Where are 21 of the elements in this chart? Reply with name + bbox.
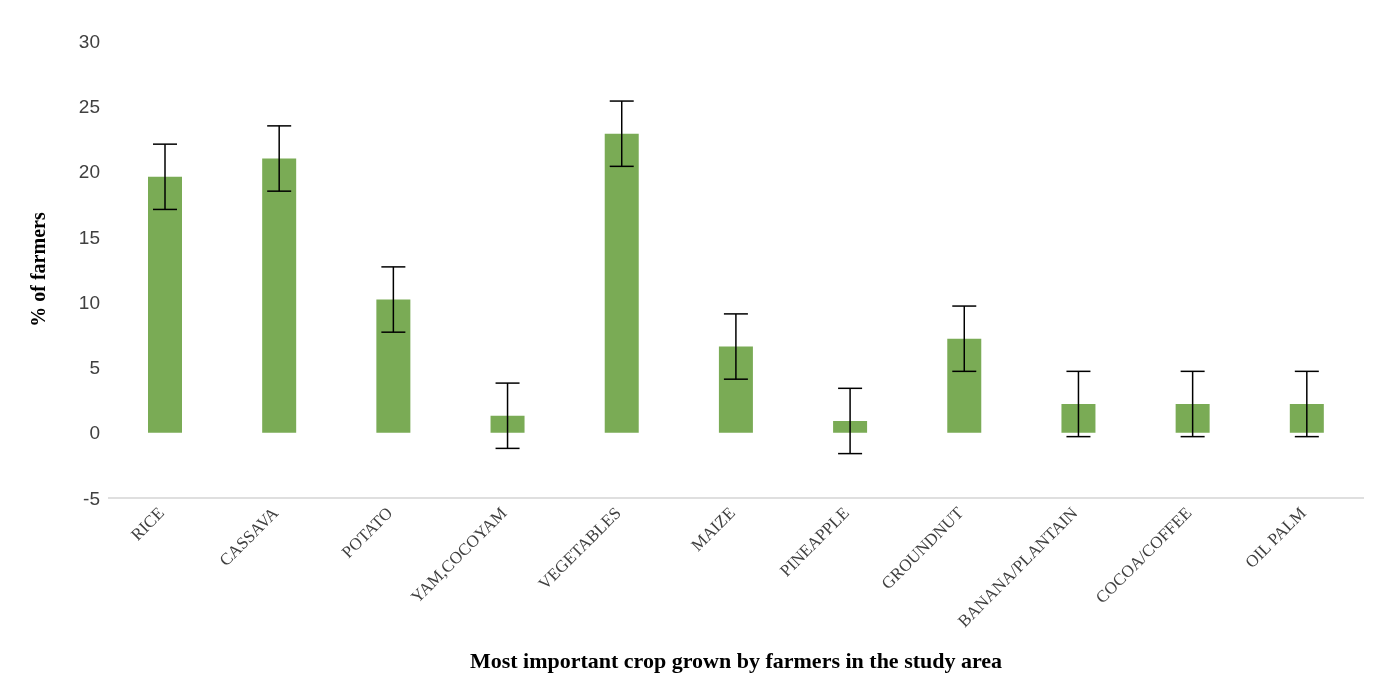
y-tick-label: 20 xyxy=(78,161,100,183)
y-tick-label: 15 xyxy=(78,226,100,248)
bar xyxy=(376,299,411,433)
bar xyxy=(262,158,297,433)
bar xyxy=(718,346,753,433)
bar xyxy=(148,176,182,433)
y-tick-label: 30 xyxy=(78,30,100,52)
bar xyxy=(833,420,868,433)
y-tick-label: 10 xyxy=(78,291,100,313)
y-tick-label: 0 xyxy=(89,422,100,444)
bar xyxy=(947,338,982,433)
x-axis-title: Most important crop grown by farmers in the study area xyxy=(469,648,1003,673)
bar xyxy=(1289,403,1324,433)
bar xyxy=(604,133,639,433)
bar xyxy=(490,415,525,433)
y-tick-label: 5 xyxy=(89,357,100,379)
y-tick-label: -5 xyxy=(83,487,100,509)
y-tick-label: 25 xyxy=(78,96,100,118)
y-axis-title: % of farmers xyxy=(27,212,50,327)
bar xyxy=(1061,403,1096,433)
bar xyxy=(1175,403,1210,433)
